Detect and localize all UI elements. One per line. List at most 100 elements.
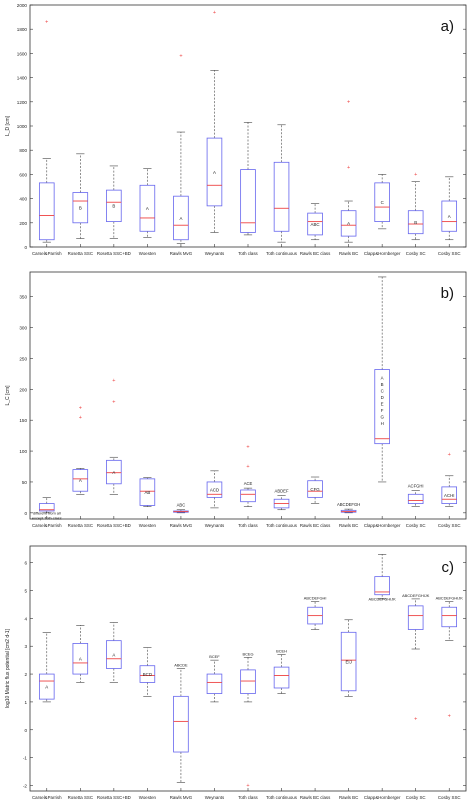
significance-letter: E [381,402,384,407]
x-tick-label: Woesten [139,523,157,528]
x-tick-label: Cosby SC [406,795,426,800]
iqr-box [72,643,89,675]
panel-label: a) [441,18,454,35]
box-toth-class: + + ACE [240,444,256,507]
iqr-box [38,503,55,512]
x-tick-label: Carsel&Parrish [32,251,62,256]
iqr-box [38,673,55,700]
y-tick-label: 1 [24,700,27,705]
box-cosby-sc: ACFGHI [408,484,424,507]
iqr-box [374,182,390,222]
iqr-box [173,695,189,753]
box-rosetta-ssc-bd: + + A [106,378,122,495]
iqr-box [240,169,256,233]
box-rawls-bc-class: CFG [307,476,323,504]
y-tick-label: 200 [19,387,27,392]
significance-letters: AB [144,490,150,495]
significance-letters: A [79,478,82,483]
y-tick-label: -1 [23,756,28,761]
box-toth-continuous: ABDEF [273,489,290,511]
box-carsel-parrish: A [38,632,55,703]
significance-letters: A [179,216,182,221]
outlier-marker: + [79,406,82,412]
y-tick-label: 350 [19,295,27,300]
box-rosetta-ssc: B [72,153,89,239]
iqr-box [340,210,357,237]
significance-letters: B [112,204,115,209]
outlier-marker: + [179,54,182,60]
significance-letters: CFG [310,487,320,492]
outlier-marker: + [347,100,350,106]
significance-letters: ABCDE [174,663,188,668]
box-rawls-bc: + + A [340,100,357,243]
significance-letters: ABCDEFGHIJK [402,593,430,598]
x-tick-label: Rawls MvG [170,523,193,528]
box-clapp-hornberger: ABCDEFGH [374,276,390,483]
iqr-box [106,640,122,669]
box-toth-continuous [273,124,290,243]
iqr-box [407,493,424,504]
x-tick-label: Clapp&Hornberger [364,795,401,800]
box-rosetta-ssc-bd: B [106,165,122,239]
y-tick-label: 1600 [17,51,28,56]
y-tick-label: 250 [19,356,27,361]
box-cosby-sc: +B [407,172,424,241]
y-tick-label: -2 [23,783,28,788]
box-weynants: +A [206,10,223,233]
significance-letters: EIJ [345,659,351,664]
iqr-box [374,576,390,596]
panel-2: 0 50 100 150 200 250 300 350 L_C [cm] Carsel&Parr… [5,271,467,528]
significance-letters: A [45,684,48,689]
panel-label: c) [442,559,455,576]
significance-letters: C [381,200,384,205]
annotation-text: except Toth class [32,516,62,521]
x-tick-label: Rosetta SSC+BD [97,251,131,256]
box-cosby-ssc: + ABCDEFGHIJK [436,596,464,720]
x-tick-label: Rosetta SSC [68,251,93,256]
panel-1: 0 200 400 600 800 1000 1200 1400 1600 1800 2000 L_D… [5,3,467,256]
outlier-marker: + [246,464,249,470]
outlier-marker: + [246,444,249,450]
iqr-box [441,200,458,232]
y-tick-label: 2000 [17,3,28,8]
box-rawls-bc: EIJ [340,619,357,697]
y-tick-label: 100 [19,449,27,454]
x-tick-label: Weynants [205,523,225,528]
box-cosby-sc: + ABCDEFGHIJK [402,593,430,722]
y-axis-label: log10 Matric flux potential [cm2 d-1] [5,628,11,708]
panel-label: b) [441,285,454,302]
iqr-box [206,673,223,694]
box-toth-class [240,122,256,236]
significance-letter: C [381,389,384,394]
y-tick-label: 2 [24,672,27,677]
significance-letters: ACHI [444,493,455,498]
y-tick-label: 1800 [17,27,28,32]
box-toth-continuous: BCEH [273,649,290,694]
y-tick-label: 3 [24,644,27,649]
y-axis-label: L_D [cm] [5,115,11,136]
box-rosetta-ssc: + + A [72,406,89,495]
outlier-marker: + [213,10,216,16]
y-tick-label: 0 [24,511,27,516]
significance-letters: A [448,214,451,219]
box-clapp-hornberger: ABCDEFGHIJK [369,554,396,602]
box-weynants: ACD [206,470,223,509]
box-carsel-parrish: + [38,20,55,243]
outlier-marker: + [414,716,417,722]
y-tick-label: 4 [24,616,27,621]
outlier-marker: + [112,378,115,384]
outlier-marker: + [246,783,249,789]
significance-letters: A [213,170,216,175]
x-tick-label: Toth class [238,523,258,528]
significance-letters: ABDEF [275,489,289,494]
outlier-marker: + [414,172,417,178]
box-woesten: A [139,168,156,238]
y-tick-label: 6 [24,561,27,566]
box-weynants: BCEF [206,654,223,703]
box-cosby-ssc: + ACHI [441,452,458,507]
iqr-box [407,605,424,630]
iqr-box [72,469,89,492]
significance-letters: ACE [244,481,253,486]
significance-letters: ACD [210,487,219,492]
significance-letter: G [380,415,384,420]
